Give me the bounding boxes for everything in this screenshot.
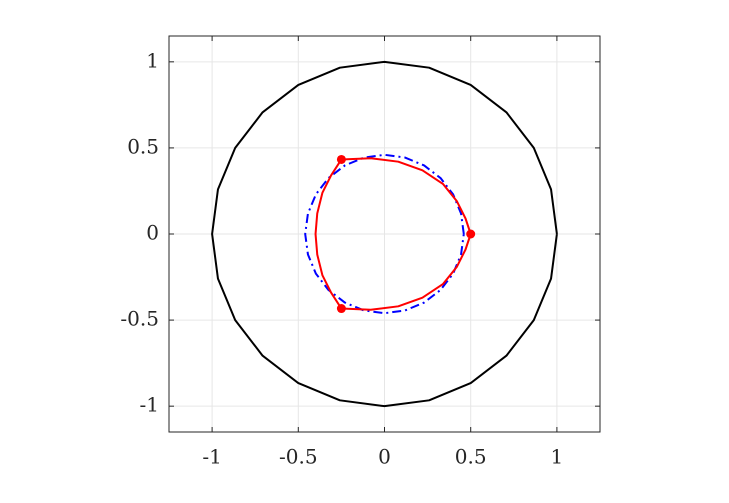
curve [211, 60, 558, 408]
x-tick-label: 0 [378, 445, 391, 469]
y-tick-label: 1 [146, 48, 159, 72]
y-tick-label: -1 [140, 393, 159, 417]
curve [314, 157, 472, 311]
x-tick-label: 1 [551, 445, 564, 469]
plot-frame [168, 35, 601, 433]
marker [336, 154, 346, 164]
y-tick-label: -0.5 [120, 307, 159, 331]
marker [336, 304, 346, 314]
x-tick-label: -0.5 [279, 445, 318, 469]
x-tick-label: -1 [202, 445, 221, 469]
y-tick-label: 0.5 [127, 134, 159, 158]
y-tick-label: 0 [146, 221, 159, 245]
marker [466, 229, 476, 239]
x-tick-label: 0.5 [455, 445, 487, 469]
curve [304, 153, 465, 315]
